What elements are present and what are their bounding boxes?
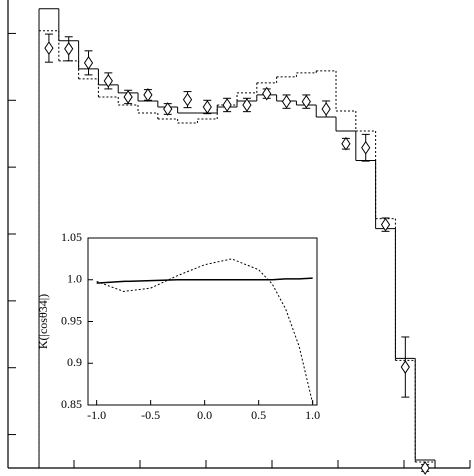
x-tick-label: -1.0 <box>87 408 106 422</box>
x-tick-label: 0.0 <box>197 408 212 422</box>
diamond-marker <box>163 102 173 116</box>
diamond-marker <box>281 94 292 109</box>
y-tick-label: 1.05 <box>61 230 82 244</box>
diamond-marker <box>341 136 351 151</box>
curve <box>96 277 313 284</box>
diamond-marker <box>44 41 54 56</box>
diamond-marker <box>242 98 252 112</box>
diamond-marker <box>420 461 430 475</box>
diamond-marker <box>103 73 113 88</box>
x-tick-label: 0.5 <box>251 408 266 422</box>
diamond-marker <box>321 102 331 116</box>
diamond-marker <box>400 360 410 374</box>
x-tick-label: 1.0 <box>305 408 320 422</box>
diamond-marker <box>380 217 391 232</box>
y-tick-label: 0.95 <box>61 313 82 327</box>
diamond-marker <box>202 100 212 114</box>
y-axis-label: K(|cosθ34|) <box>36 294 50 349</box>
diamond-marker <box>262 86 272 101</box>
diamond-marker <box>64 41 74 56</box>
diamond-marker <box>182 92 193 107</box>
y-tick-label: 0.85 <box>61 397 82 411</box>
y-tick-label: 0.9 <box>67 355 82 369</box>
diamond-marker <box>361 140 371 155</box>
diamond-marker <box>143 88 153 102</box>
diamond-marker <box>83 55 94 70</box>
x-tick-label: -0.5 <box>141 408 160 422</box>
diamond-marker <box>222 98 232 112</box>
y-tick-label: 1.0 <box>67 272 82 286</box>
curve <box>96 258 314 404</box>
inset-background <box>87 237 318 406</box>
diamond-marker <box>123 90 133 104</box>
diamond-marker <box>301 94 311 109</box>
